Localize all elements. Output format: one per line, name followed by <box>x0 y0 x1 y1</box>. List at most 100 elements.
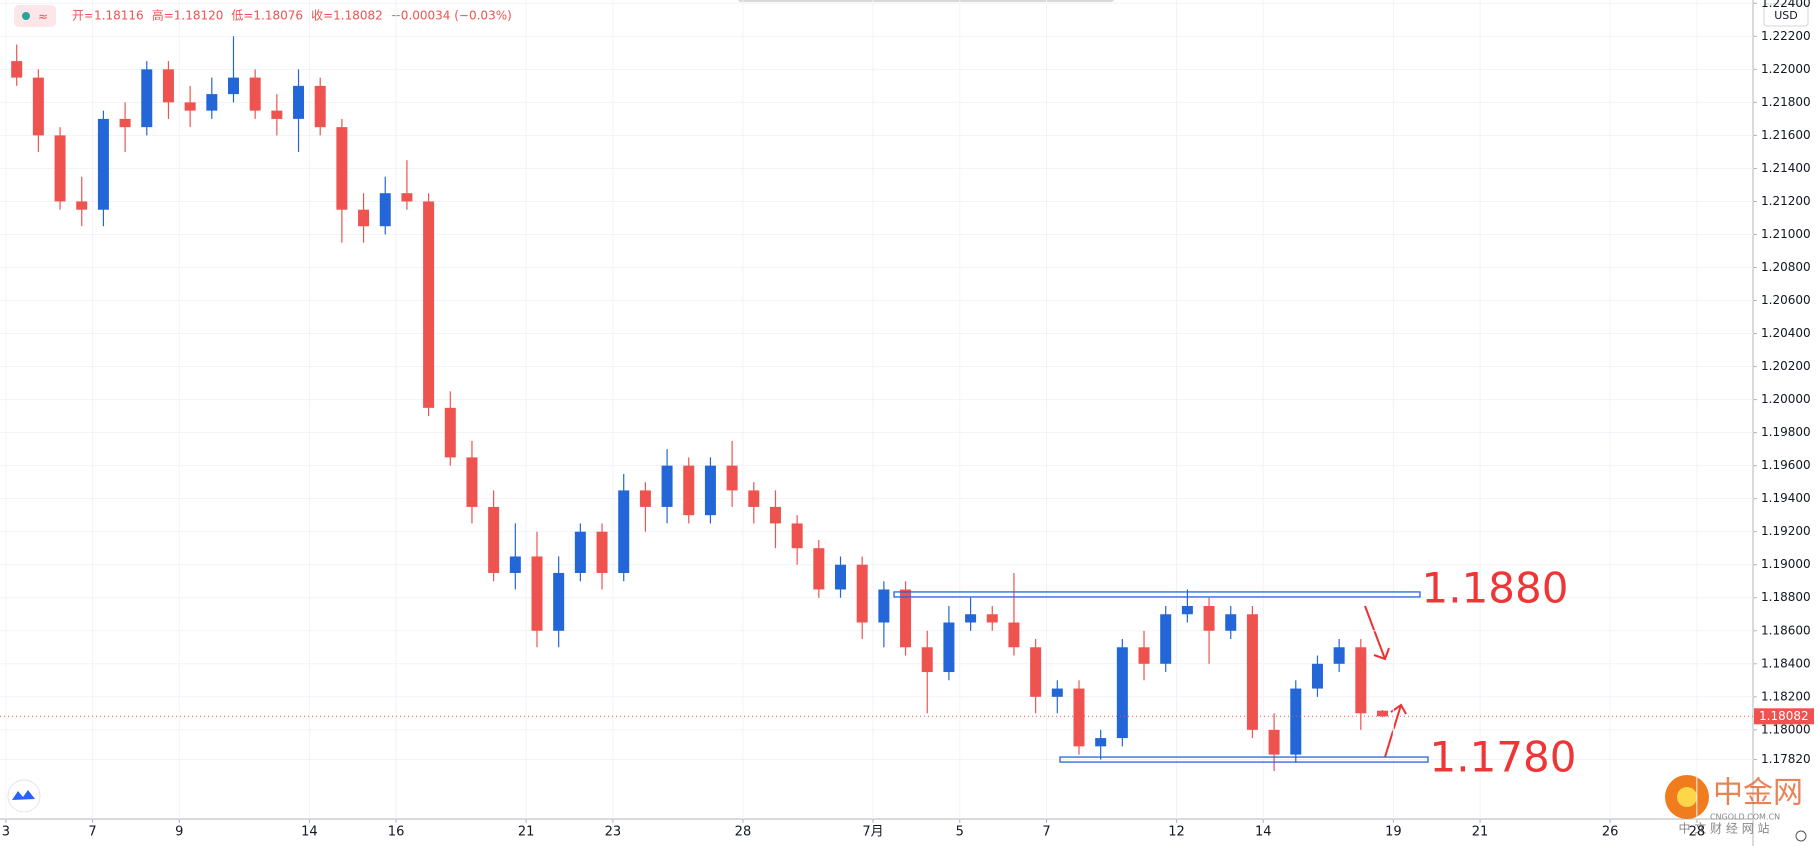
watermark-logo-inner <box>1677 787 1697 807</box>
y-tick-label: 1.18000 <box>1761 722 1811 736</box>
badge-icon: ≈ <box>38 10 48 24</box>
symbol-badge[interactable] <box>14 5 56 27</box>
y-tick-label: 1.19200 <box>1761 524 1811 538</box>
candle-body <box>358 209 370 227</box>
y-tick-label: 1.22000 <box>1761 62 1811 76</box>
candle-body <box>921 647 933 673</box>
toolbar-shadow <box>738 0 1114 2</box>
candle-body <box>1030 647 1042 697</box>
level-label: 1.1780 <box>1430 733 1577 782</box>
down-arrow <box>1364 605 1390 661</box>
y-tick-label: 1.22200 <box>1761 29 1811 43</box>
x-tick-label: 21 <box>1472 825 1489 840</box>
y-tick-label: 1.22400 <box>1761 0 1811 10</box>
currency-button[interactable] <box>1763 3 1809 27</box>
currency-label[interactable]: USD <box>1774 9 1798 22</box>
x-tick-label: 3 <box>2 825 10 840</box>
y-tick-label: 1.19000 <box>1761 557 1811 571</box>
candle-body <box>531 556 543 631</box>
candle-body <box>661 465 673 507</box>
candle-body <box>1181 605 1193 615</box>
candle-body <box>856 564 868 623</box>
candle-body <box>271 110 283 119</box>
candle-body <box>509 556 521 573</box>
y-tick-label: 1.20600 <box>1761 293 1811 307</box>
ohlc-item: 高=1.18120 <box>152 8 224 23</box>
candle-body <box>314 85 326 128</box>
candle-body <box>618 490 630 573</box>
candle-body <box>813 548 825 590</box>
candle-body <box>444 407 456 458</box>
watermark-site: CNGOLD.COM.CN <box>1710 813 1780 822</box>
candle-body <box>1073 688 1085 747</box>
candle-body <box>227 77 239 95</box>
x-tick-label: 28 <box>735 825 752 840</box>
y-tick-label: 1.17820 <box>1761 752 1811 766</box>
arrows <box>1364 605 1407 758</box>
candle-body <box>1203 605 1215 631</box>
y-tick-label: 1.19400 <box>1761 491 1811 505</box>
candle-body <box>1095 738 1107 747</box>
candle-body <box>986 614 998 623</box>
x-tick-label: 7月 <box>862 825 883 840</box>
candle-body <box>683 465 695 516</box>
candle-body <box>32 77 44 136</box>
candle-body <box>488 506 500 573</box>
candle-body <box>249 77 261 111</box>
y-tick-label: 1.19800 <box>1761 425 1811 439</box>
y-tick-label: 1.20400 <box>1761 326 1811 340</box>
x-tick-label: 14 <box>301 825 318 840</box>
candle-body <box>1311 663 1323 689</box>
level-box <box>1059 756 1429 763</box>
watermark-name: 中金网 <box>1713 776 1803 811</box>
y-tick-label: 1.21800 <box>1761 95 1811 109</box>
x-tick-label: 7 <box>88 825 96 840</box>
ohlc-legend: 开=1.18116 高=1.18120 低=1.18076 收=1.18082 −0.0… <box>72 8 512 23</box>
y-tick-label: 1.20800 <box>1761 260 1811 274</box>
candle-body <box>162 69 174 103</box>
ohlc-item: 低=1.18076 <box>231 9 303 23</box>
candle-body <box>748 490 760 507</box>
ohlc-item: 开=1.18116 <box>72 9 144 23</box>
candle-body <box>726 465 738 491</box>
x-tick-label: 12 <box>1168 825 1185 840</box>
candle-body <box>76 201 88 210</box>
candle-body <box>1116 647 1128 739</box>
candle-body <box>769 506 781 524</box>
y-tick-label: 1.21000 <box>1761 227 1811 241</box>
candle-body <box>293 85 305 119</box>
x-tick-label: 16 <box>388 825 405 840</box>
candle-body <box>1051 688 1063 697</box>
candle-body <box>574 531 586 573</box>
candle-body <box>11 61 23 78</box>
settings-icon[interactable] <box>1795 830 1807 842</box>
watermark-tagline: 中 文 财 经 网 站 <box>1678 821 1769 836</box>
last-price-label: 1.18082 <box>1759 709 1809 723</box>
y-tick-label: 1.21600 <box>1761 128 1811 142</box>
candle-body <box>943 622 955 673</box>
candle-body <box>639 490 651 507</box>
level-label: 1.1880 <box>1422 564 1569 613</box>
x-tick-label: 26 <box>1602 825 1619 840</box>
candle-body <box>704 465 716 516</box>
y-tick-label: 1.18400 <box>1761 656 1811 670</box>
candle-body <box>466 457 478 507</box>
status-dot <box>22 12 30 20</box>
y-tick-label: 1.20200 <box>1761 359 1811 373</box>
grid <box>0 0 1753 819</box>
candle-body <box>1355 647 1367 714</box>
x-tick-label: 5 <box>956 825 964 840</box>
candle-body <box>1246 614 1258 730</box>
candle-body <box>553 572 565 631</box>
level-box <box>893 591 1421 598</box>
candle-body <box>878 589 890 623</box>
y-tick-label: 1.20000 <box>1761 392 1811 406</box>
candle-body <box>1376 710 1388 717</box>
last-price-tag <box>1754 708 1814 725</box>
x-tick-label: 7 <box>1042 825 1050 840</box>
candle-body <box>423 201 435 408</box>
candle-body <box>791 523 803 549</box>
